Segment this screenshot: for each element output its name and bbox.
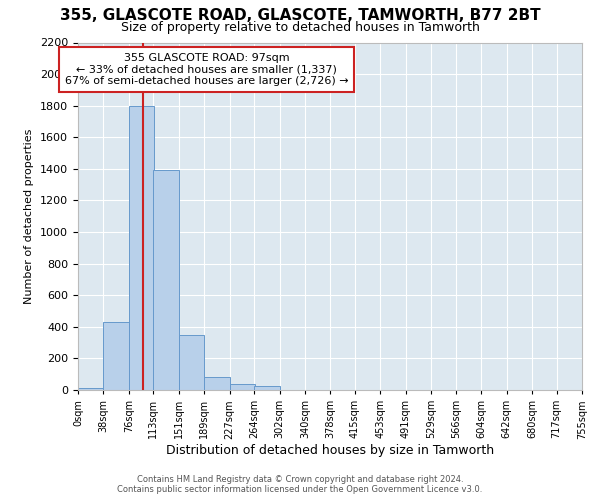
Y-axis label: Number of detached properties: Number of detached properties	[25, 128, 34, 304]
Bar	[78, 388, 103, 390]
Bar	[103, 322, 129, 390]
Bar	[254, 386, 280, 390]
Bar	[230, 384, 255, 390]
Text: 355 GLASCOTE ROAD: 97sqm
← 33% of detached houses are smaller (1,337)
67% of sem: 355 GLASCOTE ROAD: 97sqm ← 33% of detach…	[65, 53, 349, 86]
X-axis label: Distribution of detached houses by size in Tamworth: Distribution of detached houses by size …	[166, 444, 494, 457]
Bar	[129, 106, 154, 390]
Bar	[204, 378, 230, 390]
Text: 355, GLASCOTE ROAD, GLASCOTE, TAMWORTH, B77 2BT: 355, GLASCOTE ROAD, GLASCOTE, TAMWORTH, …	[59, 8, 541, 22]
Bar	[179, 334, 204, 390]
Bar	[154, 170, 179, 390]
Text: Contains HM Land Registry data © Crown copyright and database right 2024.
Contai: Contains HM Land Registry data © Crown c…	[118, 474, 482, 494]
Text: Size of property relative to detached houses in Tamworth: Size of property relative to detached ho…	[121, 21, 479, 34]
